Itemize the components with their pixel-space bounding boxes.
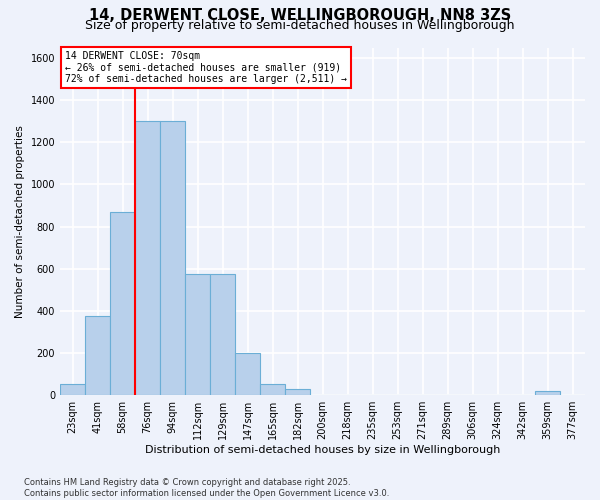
Text: 14 DERWENT CLOSE: 70sqm
← 26% of semi-detached houses are smaller (919)
72% of s: 14 DERWENT CLOSE: 70sqm ← 26% of semi-de… [65,51,347,84]
Bar [210,274,235,395]
Bar [60,384,85,395]
Bar [235,353,260,395]
Y-axis label: Number of semi-detached properties: Number of semi-detached properties [15,125,25,318]
Bar [535,391,560,395]
Text: Size of property relative to semi-detached houses in Wellingborough: Size of property relative to semi-detach… [85,19,515,32]
Bar [185,274,210,395]
X-axis label: Distribution of semi-detached houses by size in Wellingborough: Distribution of semi-detached houses by … [145,445,500,455]
Bar [260,384,285,395]
Text: 14, DERWENT CLOSE, WELLINGBOROUGH, NN8 3ZS: 14, DERWENT CLOSE, WELLINGBOROUGH, NN8 3… [89,8,511,22]
Bar [85,316,110,395]
Bar [285,389,310,395]
Bar [160,122,185,395]
Bar [135,122,160,395]
Text: Contains HM Land Registry data © Crown copyright and database right 2025.
Contai: Contains HM Land Registry data © Crown c… [24,478,389,498]
Bar [110,212,135,395]
